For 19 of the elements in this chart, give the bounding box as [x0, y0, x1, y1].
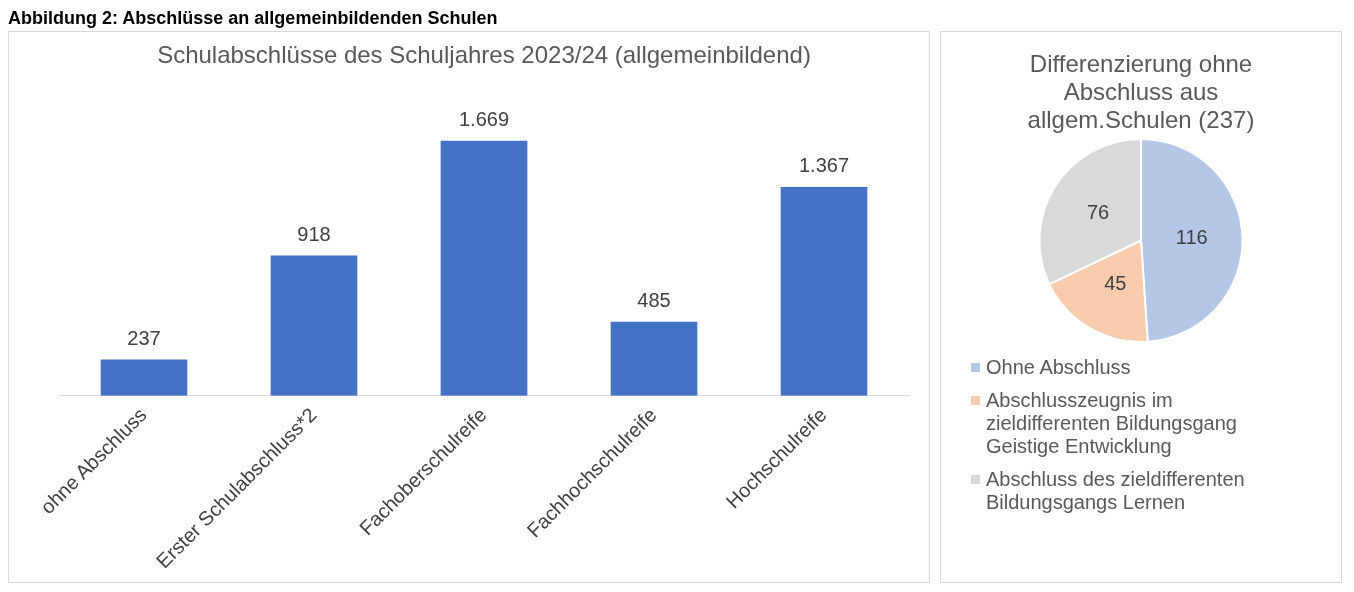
- data-label: 237: [127, 327, 161, 350]
- data-label: 918: [297, 223, 331, 246]
- data-label: 116: [1175, 226, 1208, 249]
- bar: [610, 321, 698, 396]
- data-label: 45: [1104, 271, 1127, 294]
- bar: [270, 255, 358, 396]
- legend-label: Abschluss des zieldifferenten Bildungsgangs Lernen: [986, 468, 1246, 514]
- data-label: 76: [1086, 200, 1110, 223]
- data-label: 1.367: [798, 154, 850, 177]
- legend-label: Abschlusszeugnis im zieldifferenten Bildungsgang Geistige Entwicklung: [986, 389, 1238, 458]
- chart-title: Schulabschlüsse des Schuljahres 2023/24 (allgemeinbildend): [157, 41, 811, 69]
- bar: [780, 186, 868, 396]
- legend-label: Ohne Abschluss: [986, 356, 1131, 379]
- data-label: 1.669: [458, 108, 510, 131]
- chart-title: Differenzierung ohne Abschluss aus allgem.Schulen (237): [1026, 49, 1256, 135]
- bar: [440, 140, 528, 396]
- text: Abbildung 2: Abschlüsse an allgemeinbildenden Schulen: [8, 8, 499, 29]
- data-label: 485: [637, 289, 671, 312]
- bar: [100, 359, 188, 396]
